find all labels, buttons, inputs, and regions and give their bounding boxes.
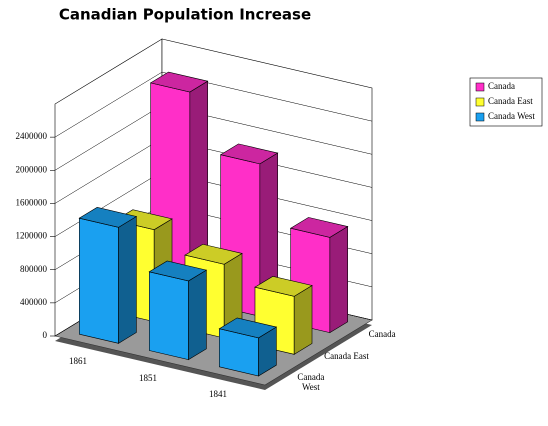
- bar: [148, 260, 208, 361]
- y-tick-label: 1600000: [16, 197, 48, 207]
- axis-label: Canada East: [324, 350, 369, 361]
- axis-label: Canada West: [297, 372, 325, 393]
- y-tick-label: 1200000: [16, 231, 48, 241]
- bar-front: [79, 217, 119, 344]
- axis-label: Canada: [368, 328, 396, 339]
- bar-top: [148, 260, 208, 282]
- grid-line: [54, 71, 373, 138]
- y-tick-label: 2400000: [16, 131, 48, 141]
- bar-top: [78, 207, 138, 228]
- legend-label: Canada East: [488, 96, 533, 106]
- axis-label: 1841: [209, 388, 227, 399]
- y-tick-label: 0: [43, 330, 48, 340]
- bar-side: [293, 284, 313, 355]
- bar-top: [254, 276, 313, 297]
- axis-label: 1851: [139, 372, 157, 383]
- bar: [78, 207, 138, 344]
- legend-swatch: [475, 82, 485, 92]
- bar-side: [118, 215, 137, 344]
- chart-title: Canadian Population Increase: [59, 6, 311, 24]
- bar-top: [289, 217, 349, 238]
- bar-top: [218, 317, 278, 339]
- y-tick-label: 2000000: [16, 164, 48, 174]
- axis-label: 1861: [69, 356, 87, 367]
- bar-side: [188, 269, 207, 361]
- bar-top: [149, 71, 209, 93]
- bar-side: [329, 226, 348, 334]
- legend-label: Canada: [488, 81, 515, 91]
- bar-top: [184, 243, 243, 265]
- legend-swatch: [475, 112, 485, 122]
- legend-swatch: [475, 97, 485, 107]
- bar-top: [219, 143, 279, 165]
- y-tick-label: 400000: [20, 297, 48, 307]
- legend-label: Canada West: [488, 111, 535, 121]
- y-tick-label: 800000: [20, 264, 48, 274]
- bar: [218, 317, 278, 377]
- bar-front: [149, 271, 189, 361]
